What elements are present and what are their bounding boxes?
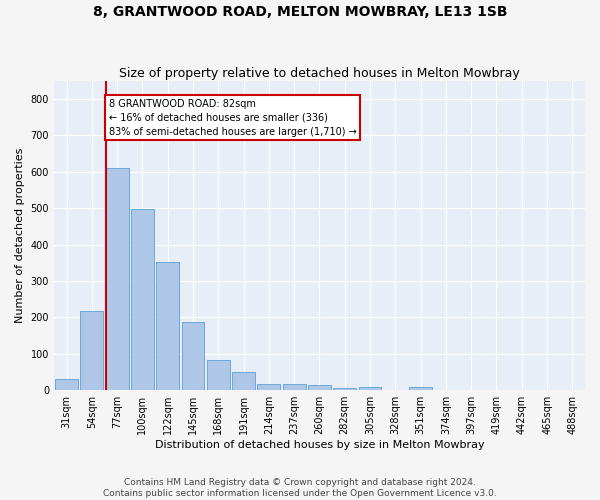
Bar [257,384,280,390]
Bar [182,322,205,390]
Title: Size of property relative to detached houses in Melton Mowbray: Size of property relative to detached ho… [119,66,520,80]
Bar [232,372,255,390]
Bar [334,388,356,390]
Text: Contains HM Land Registry data © Crown copyright and database right 2024.
Contai: Contains HM Land Registry data © Crown c… [103,478,497,498]
Bar [55,380,78,390]
Bar [359,386,382,390]
Bar [157,262,179,390]
Bar [106,168,128,390]
Bar [207,360,230,390]
X-axis label: Distribution of detached houses by size in Melton Mowbray: Distribution of detached houses by size … [155,440,484,450]
Text: 8, GRANTWOOD ROAD, MELTON MOWBRAY, LE13 1SB: 8, GRANTWOOD ROAD, MELTON MOWBRAY, LE13 … [93,5,507,19]
Bar [80,311,103,390]
Y-axis label: Number of detached properties: Number of detached properties [15,148,25,323]
Bar [308,385,331,390]
Bar [409,388,432,390]
Bar [283,384,305,390]
Text: 8 GRANTWOOD ROAD: 82sqm
← 16% of detached houses are smaller (336)
83% of semi-d: 8 GRANTWOOD ROAD: 82sqm ← 16% of detache… [109,99,356,137]
Bar [131,209,154,390]
